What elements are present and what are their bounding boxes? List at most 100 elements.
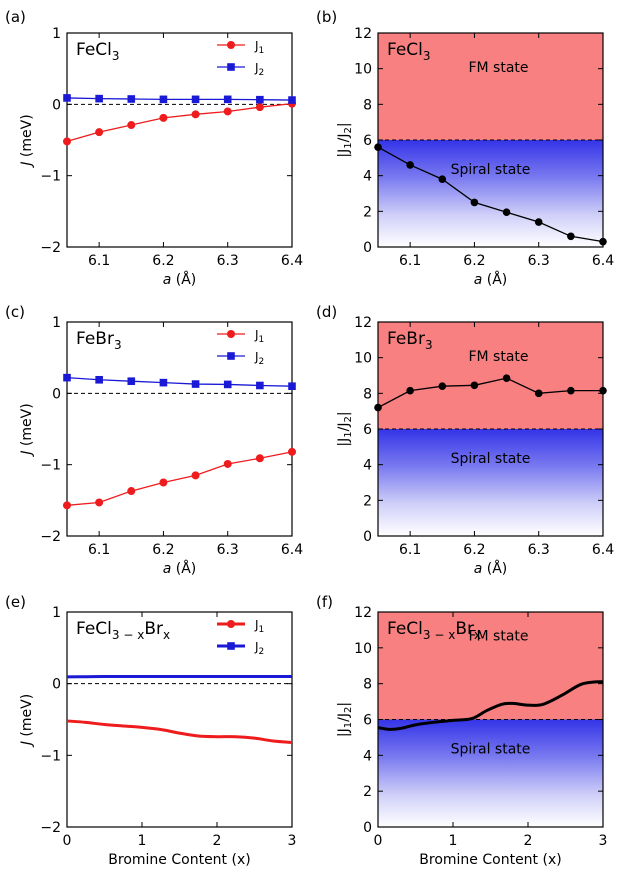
- x-axis-title: a (Å): [163, 271, 197, 288]
- y-tick-label: 1: [52, 315, 61, 331]
- x-tick-label: 6.3: [217, 253, 239, 269]
- j1-point: [288, 447, 296, 456]
- y-tick-label: −1: [40, 748, 61, 764]
- y-tick-label: 10: [354, 62, 372, 78]
- j1-point: [255, 454, 264, 463]
- panel-b: FM state Spiral state 6.1 6.2 6.3 6.4 0 2 4 6 8 10 1…: [316, 8, 614, 288]
- y-tick-label: 2: [363, 784, 372, 800]
- y-tick-label: −2: [40, 820, 61, 836]
- j2-point: [63, 94, 71, 102]
- y-tick-label: 0: [52, 677, 61, 693]
- x-tick-label: 6.3: [217, 542, 239, 558]
- j1-series-line: [66, 719, 293, 744]
- j1-point: [95, 498, 104, 507]
- j2-point: [127, 95, 136, 103]
- x-tick-label: 6.2: [463, 253, 485, 269]
- y-tick-label: 12: [354, 315, 372, 331]
- y-tick-label: 6: [363, 422, 372, 438]
- spiral-region: [378, 429, 603, 536]
- j2-point: [288, 96, 296, 104]
- ratio-point: [374, 143, 382, 151]
- legend-marker: [227, 620, 235, 628]
- spiral-region: [378, 719, 603, 827]
- x-tick-label: 6.1: [399, 253, 421, 269]
- material-label: FeCl3: [387, 40, 431, 63]
- ratio-point: [438, 382, 447, 391]
- ratio-point: [438, 175, 447, 184]
- y-tick-label: 12: [354, 26, 372, 42]
- j1-point: [127, 121, 136, 130]
- x-tick-label: 6.1: [88, 542, 110, 558]
- legend-marker: [227, 352, 235, 360]
- y-axis-title: J (meV): [19, 694, 35, 748]
- y-tick-label: 12: [354, 605, 372, 621]
- j1-point: [223, 459, 232, 468]
- legend-label: J1: [254, 39, 264, 56]
- fm-state-label: FM state: [468, 629, 528, 645]
- j1-point: [223, 107, 232, 116]
- x-tick-label: 6.4: [592, 542, 614, 558]
- y-tick-label: −1: [40, 458, 61, 474]
- y-tick-label: 2: [363, 204, 372, 220]
- ratio-point: [599, 237, 607, 246]
- x-axis-title: Bromine Content (x): [108, 852, 250, 868]
- fm-region: [378, 612, 603, 720]
- x-tick-label: 3: [599, 833, 608, 849]
- x-tick-label: 2: [524, 833, 533, 849]
- j1-point: [63, 501, 71, 510]
- j1-series-line: [66, 102, 293, 143]
- y-tick-label: 0: [363, 240, 372, 256]
- panel-label: (f): [316, 593, 333, 611]
- fm-state-label: FM state: [468, 349, 528, 365]
- ratio-point: [502, 208, 511, 217]
- j2-point: [191, 95, 200, 104]
- j1-point: [95, 128, 104, 137]
- x-axis-title: a (Å): [474, 271, 508, 288]
- j1-point: [127, 487, 136, 496]
- panel-d: FM state Spiral state 6.1 6.2 6.3 6.4 0 2 4 6 8 10 1…: [316, 303, 614, 577]
- j2-point: [288, 382, 296, 390]
- spiral-state-label: Spiral state: [451, 451, 531, 467]
- x-tick-label: 2: [213, 833, 222, 849]
- y-tick-label: −2: [40, 529, 61, 545]
- y-tick-label: 0: [52, 97, 61, 113]
- x-axis-title: a (Å): [474, 560, 508, 577]
- x-tick-label: 6.4: [592, 253, 614, 269]
- j2-point: [159, 95, 168, 104]
- x-tick-label: 0: [63, 833, 72, 849]
- ratio-point: [534, 218, 543, 226]
- material-label: FeBr3: [76, 329, 122, 352]
- j1-point: [159, 113, 168, 122]
- x-tick-label: 6.2: [152, 542, 174, 558]
- ratio-series-line: [377, 146, 604, 243]
- ratio-point: [567, 232, 575, 241]
- x-tick-label: 0: [374, 833, 383, 849]
- y-axis-title: |J1/J2|: [336, 411, 354, 446]
- x-axis-title: Bromine Content (x): [419, 852, 561, 868]
- material-label: FeCl3 − xBrx: [76, 619, 170, 642]
- j2-point: [223, 380, 232, 389]
- y-tick-label: −1: [40, 169, 61, 185]
- x-tick-label: 6.4: [281, 542, 303, 558]
- y-tick-label: 2: [363, 493, 372, 509]
- x-tick-label: 3: [288, 833, 297, 849]
- x-axis-title: a (Å): [163, 560, 197, 577]
- panel-label: (a): [5, 8, 26, 26]
- ratio-point: [534, 389, 543, 398]
- y-axis-title: J (meV): [19, 114, 35, 168]
- fm-state-label: FM state: [468, 60, 528, 76]
- y-tick-label: 10: [354, 351, 372, 367]
- j2-point: [159, 378, 168, 387]
- y-tick-label: 6: [363, 133, 372, 149]
- panel-e: 0 1 2 3 −2 −1 0 1 Bromine Content (x) J (meV) (e) F…: [5, 593, 296, 868]
- j2-point: [191, 380, 200, 388]
- x-tick-label: 6.2: [463, 542, 485, 558]
- j1-point: [191, 471, 200, 480]
- ratio-point: [470, 381, 479, 390]
- j1-point: [63, 137, 71, 146]
- y-tick-label: 4: [363, 748, 372, 764]
- y-tick-label: 8: [363, 677, 372, 693]
- plot-frame: [66, 611, 293, 828]
